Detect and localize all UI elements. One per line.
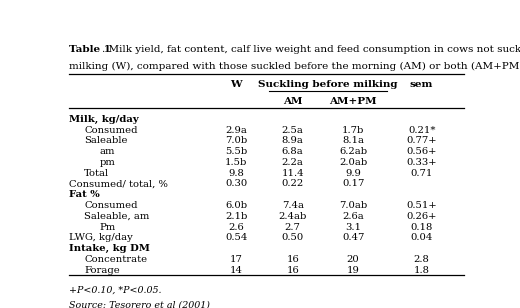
Text: 3.1: 3.1: [345, 223, 361, 232]
Text: 2.6a: 2.6a: [342, 212, 364, 221]
Text: Pm: Pm: [100, 223, 116, 232]
Text: Saleable: Saleable: [84, 136, 128, 145]
Text: 0.56+: 0.56+: [407, 147, 437, 156]
Text: sem: sem: [410, 80, 433, 89]
Text: Saleable, am: Saleable, am: [84, 212, 150, 221]
Text: 1.8: 1.8: [413, 266, 430, 275]
Text: 0.30: 0.30: [225, 180, 248, 188]
Text: 7.0ab: 7.0ab: [339, 201, 367, 210]
Text: 0.33+: 0.33+: [407, 158, 437, 167]
Text: 0.22: 0.22: [281, 180, 304, 188]
Text: LWG, kg/day: LWG, kg/day: [69, 233, 133, 242]
Text: Suckling before milking: Suckling before milking: [258, 80, 398, 89]
Text: Total: Total: [84, 169, 110, 178]
Text: Intake, kg DM: Intake, kg DM: [69, 244, 150, 253]
Text: +P<0.10, *P<0.05.: +P<0.10, *P<0.05.: [69, 286, 162, 294]
Text: 0.18: 0.18: [410, 223, 433, 232]
Text: 2.9a: 2.9a: [225, 126, 247, 135]
Text: am: am: [100, 147, 115, 156]
Text: 1.7b: 1.7b: [342, 126, 365, 135]
Text: Consumed: Consumed: [84, 126, 138, 135]
Text: 8.1a: 8.1a: [342, 136, 364, 145]
Text: 2.2a: 2.2a: [282, 158, 304, 167]
Text: 2.0ab: 2.0ab: [339, 158, 367, 167]
Text: 0.50: 0.50: [281, 233, 304, 242]
Text: 1.5b: 1.5b: [225, 158, 248, 167]
Text: 16: 16: [287, 266, 299, 275]
Text: 6.2ab: 6.2ab: [339, 147, 367, 156]
Text: 5.5b: 5.5b: [225, 147, 248, 156]
Text: 2.7: 2.7: [285, 223, 301, 232]
Text: 6.0b: 6.0b: [225, 201, 248, 210]
Text: 0.17: 0.17: [342, 180, 365, 188]
Text: 0.77+: 0.77+: [407, 136, 437, 145]
Text: 2.5a: 2.5a: [282, 126, 304, 135]
Text: 0.51+: 0.51+: [406, 201, 437, 210]
Text: 0.71: 0.71: [410, 169, 433, 178]
Text: . Milk yield, fat content, calf live weight and feed consumption in cows not suc: . Milk yield, fat content, calf live wei…: [102, 45, 520, 54]
Text: 19: 19: [347, 266, 360, 275]
Text: 2.6: 2.6: [228, 223, 244, 232]
Text: AM+PM: AM+PM: [329, 97, 377, 107]
Text: 9.8: 9.8: [228, 169, 244, 178]
Text: 11.4: 11.4: [281, 169, 304, 178]
Text: Consumed: Consumed: [84, 201, 138, 210]
Text: milking (W), compared with those suckled before the morning (AM) or both (AM+PM): milking (W), compared with those suckled…: [69, 62, 520, 71]
Text: 0.04: 0.04: [410, 233, 433, 242]
Text: AM: AM: [283, 97, 303, 107]
Text: 0.54: 0.54: [225, 233, 248, 242]
Text: 20: 20: [347, 255, 359, 264]
Text: pm: pm: [100, 158, 115, 167]
Text: Milk, kg/day: Milk, kg/day: [69, 115, 139, 124]
Text: 8.9a: 8.9a: [282, 136, 304, 145]
Text: Consumed/ total, %: Consumed/ total, %: [69, 180, 168, 188]
Text: Source: Tesorero et al (2001): Source: Tesorero et al (2001): [69, 301, 210, 308]
Text: Concentrate: Concentrate: [84, 255, 148, 264]
Text: 7.4a: 7.4a: [282, 201, 304, 210]
Text: 7.0b: 7.0b: [225, 136, 248, 145]
Text: 2.4ab: 2.4ab: [279, 212, 307, 221]
Text: 9.9: 9.9: [345, 169, 361, 178]
Text: Table 1: Table 1: [69, 45, 111, 54]
Text: 2.1b: 2.1b: [225, 212, 248, 221]
Text: W: W: [230, 80, 242, 89]
Text: Fat %: Fat %: [69, 190, 100, 199]
Text: 16: 16: [287, 255, 299, 264]
Text: 0.47: 0.47: [342, 233, 365, 242]
Text: 0.21*: 0.21*: [408, 126, 435, 135]
Text: 0.26+: 0.26+: [407, 212, 437, 221]
Text: 17: 17: [230, 255, 243, 264]
Text: 14: 14: [230, 266, 243, 275]
Text: Forage: Forage: [84, 266, 120, 275]
Text: 2.8: 2.8: [414, 255, 430, 264]
Text: 6.8a: 6.8a: [282, 147, 304, 156]
